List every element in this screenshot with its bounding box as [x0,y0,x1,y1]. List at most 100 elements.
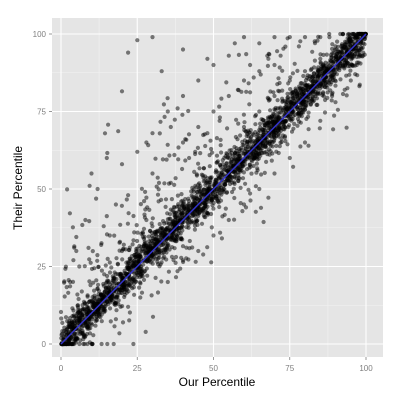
data-point [138,268,143,273]
data-point [155,192,161,197]
data-point [100,294,105,299]
data-point [214,153,220,158]
data-point [82,264,87,269]
data-point [180,140,186,145]
data-point [75,303,80,308]
x-tick-label: 25 [133,364,142,373]
data-point [339,64,344,69]
data-point [302,35,308,40]
data-point [80,222,85,228]
data-point [247,165,252,170]
data-point [70,306,75,311]
data-point [349,31,355,37]
data-point [130,242,135,247]
data-point [70,225,75,230]
data-point [201,252,206,257]
data-point [186,225,191,230]
data-point [174,220,179,225]
data-point [291,164,296,169]
data-point [276,76,281,81]
data-point [199,172,204,177]
data-point [330,51,335,56]
data-point [196,124,201,130]
data-point [329,80,334,85]
data-point [154,233,159,238]
data-point [209,260,214,265]
data-point [318,35,323,40]
data-point [203,215,208,220]
data-point [141,226,147,231]
data-point [143,329,148,334]
data-point [194,173,199,178]
data-point [83,217,88,223]
data-point [324,52,329,57]
data-point [277,144,282,149]
data-point [156,199,161,204]
x-axis-title: Our Percentile [179,375,256,389]
y-axis-ticks: 0 25 50 75 100 [33,30,52,349]
data-point [232,174,237,179]
data-point [74,336,79,342]
data-point [219,150,224,155]
data-point [227,148,232,153]
data-point [102,272,107,277]
data-point [306,143,311,148]
data-point [165,211,170,216]
x-tick-label: 50 [209,364,218,373]
data-point [132,292,137,297]
data-point [330,92,335,97]
data-point [323,97,328,103]
data-point [327,35,332,40]
data-point [64,285,69,290]
data-point [101,224,106,229]
data-point [150,252,155,257]
data-point [81,341,86,347]
data-point [73,318,78,323]
data-point [203,143,208,149]
data-point [108,306,113,311]
data-point [88,283,93,288]
data-point [165,279,170,285]
data-point [96,264,101,269]
data-point [148,260,153,265]
data-point [200,206,205,211]
data-point [241,112,246,117]
data-point [96,282,101,287]
data-point [87,279,92,284]
data-points [58,31,368,347]
data-point [267,152,272,157]
data-point [113,317,118,322]
data-point [156,229,161,234]
data-point [253,184,258,189]
data-point [77,264,82,269]
data-point [209,211,214,217]
data-point [226,217,231,223]
data-point [302,69,308,74]
data-point [224,190,230,195]
data-point [297,84,302,89]
data-point [330,42,335,47]
data-point [130,286,135,291]
data-point [362,36,367,41]
data-point [211,62,216,68]
data-point [192,169,197,174]
data-point [303,78,309,83]
data-point [186,202,191,207]
data-point [258,121,263,126]
data-point [272,93,277,99]
data-point [205,245,210,250]
data-point [184,256,189,261]
data-point [199,221,205,226]
data-point [251,75,256,80]
data-point [104,214,109,219]
data-point [147,239,152,244]
data-point [248,62,253,68]
data-point [79,289,84,294]
data-point [271,121,276,126]
data-point [298,144,303,149]
data-point [362,42,367,47]
data-point [75,292,80,297]
data-point [261,141,266,146]
x-tick-label: 75 [285,364,294,373]
